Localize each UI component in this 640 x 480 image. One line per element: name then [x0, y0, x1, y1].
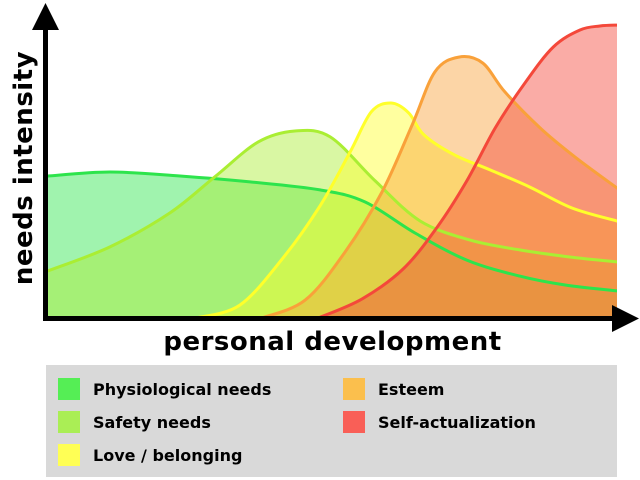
y-axis-label: needs intensity	[9, 50, 39, 286]
legend-item-love-belonging: Love / belonging	[58, 444, 242, 466]
legend-swatch-physiological-needs	[58, 378, 80, 400]
legend-swatch-esteem	[343, 378, 365, 400]
line-love-belonging	[194, 101, 617, 318]
legend-swatch-self-actualization	[343, 411, 365, 433]
y-axis-arrowhead-icon	[32, 3, 59, 30]
legend-swatch-love-belonging	[58, 444, 80, 466]
area-safety-needs	[48, 130, 617, 318]
line-self-actualization	[316, 23, 617, 318]
y-axis-line	[43, 26, 48, 321]
line-safety-needs	[48, 128, 617, 273]
legend-label-self-actualization: Self-actualization	[378, 412, 536, 432]
legend-item-esteem: Esteem	[343, 378, 444, 400]
legend-label-physiological-needs: Physiological needs	[93, 379, 272, 399]
legend-label-love-belonging: Love / belonging	[93, 445, 243, 465]
x-axis-line	[43, 316, 614, 321]
line-esteem	[260, 55, 617, 318]
legend-label-safety-needs: Safety needs	[93, 412, 211, 432]
area-physiological-needs	[48, 172, 617, 318]
legend-item-self-actualization: Self-actualization	[343, 411, 536, 433]
legend-swatch-safety-needs	[58, 411, 80, 433]
line-physiological-needs	[48, 170, 617, 293]
axes	[32, 3, 639, 332]
legend: Physiological needs Safety needs Love / …	[46, 365, 617, 477]
legend-label-esteem: Esteem	[378, 379, 445, 399]
x-axis-label: personal development	[163, 327, 502, 357]
legend-item-physiological-needs: Physiological needs	[58, 378, 271, 400]
x-axis-arrowhead-icon	[612, 305, 639, 332]
line-group	[48, 23, 617, 318]
legend-item-safety-needs: Safety needs	[58, 411, 211, 433]
area-self-actualization	[318, 25, 617, 318]
